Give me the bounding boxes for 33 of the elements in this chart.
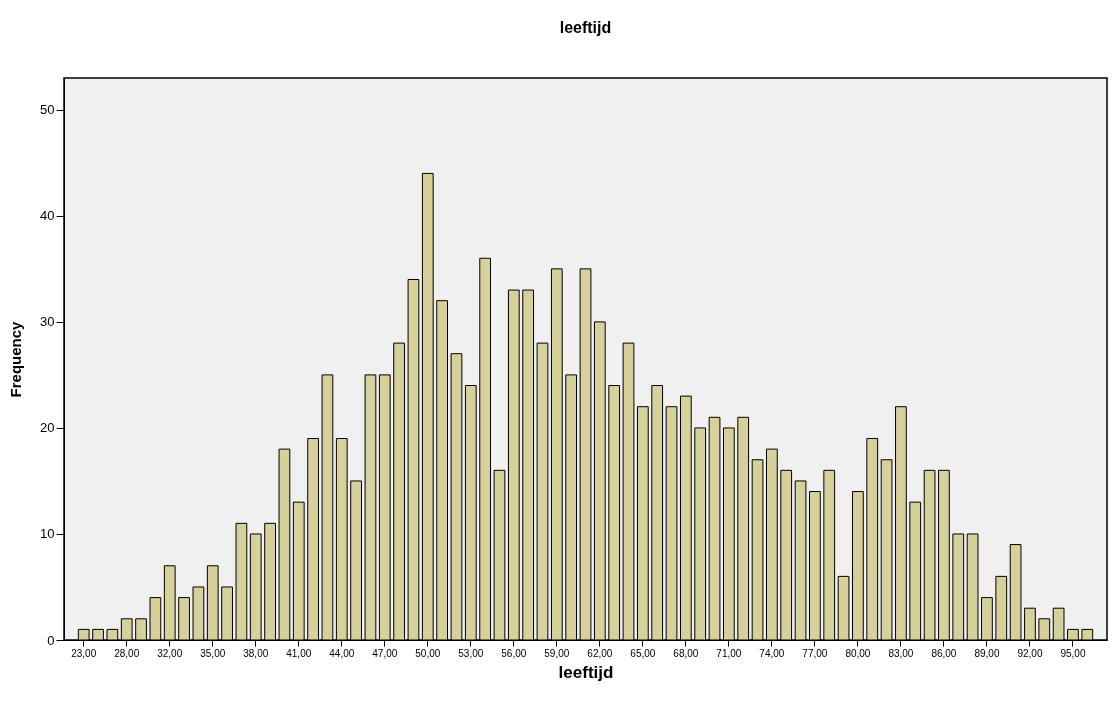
- y-axis-title: Frequency: [7, 320, 25, 398]
- chart-title: leeftijd: [559, 19, 612, 36]
- x-tick-label: 68,00: [673, 647, 699, 659]
- x-tick-label: 59,00: [544, 647, 570, 659]
- y-tick-label: 50: [40, 102, 55, 118]
- x-tick-label: 62,00: [587, 647, 613, 659]
- y-tick-label: 20: [40, 420, 55, 436]
- x-tick-label: 32,00: [157, 647, 183, 659]
- x-tick-label: 23,00: [71, 647, 97, 659]
- x-tick-label: 77,00: [802, 647, 828, 659]
- x-tick-label: 53,00: [458, 647, 484, 659]
- x-tick-label: 41,00: [286, 647, 312, 659]
- x-tick-label: 47,00: [372, 647, 398, 659]
- x-tick-label: 65,00: [630, 647, 656, 659]
- x-tick-label: 35,00: [200, 647, 226, 659]
- x-tick-label: 44,00: [329, 647, 355, 659]
- x-tick-label: 74,00: [759, 647, 785, 659]
- x-tick-label: 38,00: [243, 647, 269, 659]
- x-tick-label: 56,00: [501, 647, 527, 659]
- y-tick-label: 0: [47, 632, 55, 648]
- x-tick-label: 71,00: [716, 647, 742, 659]
- x-tick-label: 89,00: [974, 647, 1000, 659]
- y-tick-label: 30: [40, 314, 55, 330]
- x-tick-label: 83,00: [888, 647, 914, 659]
- y-tick-label: 10: [40, 526, 55, 542]
- x-tick-label: 50,00: [415, 647, 441, 659]
- x-axis-title: leeftijd: [558, 662, 614, 682]
- x-tick-label: 86,00: [931, 647, 957, 659]
- x-tick-label: 80,00: [845, 647, 871, 659]
- x-tick-label: 28,00: [114, 647, 140, 659]
- x-tick-label: 92,00: [1017, 647, 1043, 659]
- y-tick-label: 40: [40, 208, 55, 224]
- x-tick-label: 95,00: [1060, 647, 1086, 659]
